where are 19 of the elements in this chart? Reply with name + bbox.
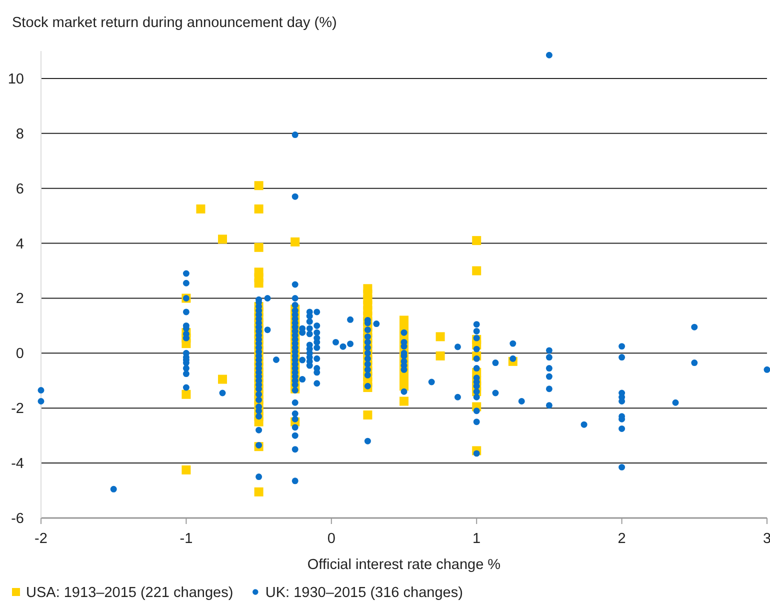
x-tick-label: 1 <box>472 531 481 547</box>
y-tick-label: 8 <box>16 126 24 142</box>
y-tick-label: -4 <box>11 456 24 472</box>
x-tick-label: 2 <box>618 531 626 547</box>
y-tick-label: 0 <box>16 346 24 362</box>
y-tick-label: 4 <box>16 236 24 252</box>
x-tick-label: -1 <box>180 531 193 547</box>
legend-label: UK: 1930–2015 (316 changes) <box>265 585 463 601</box>
y-tick-label: 2 <box>16 291 24 308</box>
y-tick-label: 10 <box>8 71 24 88</box>
y-tick-label: -6 <box>11 511 24 527</box>
x-tick-label: 0 <box>327 531 336 547</box>
y-tick-label: 6 <box>16 181 24 198</box>
legend-label: USA: 1913–2015 (221 changes) <box>26 585 234 601</box>
x-tick-label: -2 <box>34 531 48 547</box>
x-axis-title: Official interest rate change % <box>307 557 501 573</box>
y-axis-title: Stock market return during announcement day (%) <box>12 15 337 31</box>
y-tick-label: -2 <box>11 401 24 418</box>
x-tick-label: 3 <box>762 531 770 547</box>
